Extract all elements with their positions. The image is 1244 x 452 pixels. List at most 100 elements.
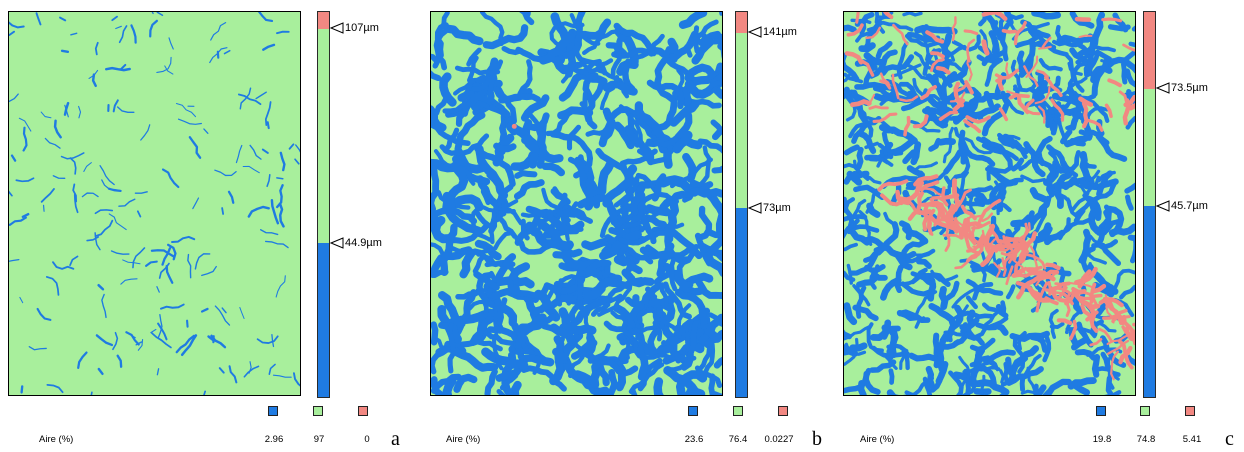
map-b (430, 11, 723, 396)
crack-segment (443, 24, 484, 46)
crack-segment (1038, 45, 1052, 50)
crack-segment (53, 119, 62, 139)
crack-segment (120, 278, 138, 285)
crack-segment (1016, 330, 1027, 351)
crack-segment (94, 219, 114, 238)
crack-segment (480, 183, 491, 206)
crack-segment (9, 21, 25, 29)
crack-segment (492, 212, 518, 239)
crack-segment (1050, 98, 1065, 122)
scale-top-label: 141µm (763, 26, 797, 39)
crack-segment (431, 70, 442, 82)
crack-segment (883, 211, 894, 225)
crack-segment (703, 251, 722, 277)
crack-segment (238, 93, 262, 106)
crack-segment (116, 354, 123, 368)
crack-segment (1124, 182, 1135, 194)
crack-segment (1088, 200, 1108, 236)
crack-segment (1091, 57, 1110, 97)
crack-segment (493, 86, 541, 103)
crack-segment (484, 368, 498, 395)
crack-segment (180, 334, 198, 357)
crack-segment (844, 344, 854, 355)
crack-segment (985, 166, 1013, 174)
crack-segment (122, 259, 141, 265)
legend-blue-box (688, 406, 698, 416)
crack-segment (984, 303, 1001, 327)
crack-segment (844, 144, 860, 156)
crack-segment (1063, 281, 1095, 289)
crack-segment (255, 91, 267, 100)
crack-segment (1095, 209, 1112, 248)
crack-segment (964, 80, 974, 95)
crack-segment (910, 120, 941, 133)
crack-segment (613, 22, 655, 57)
crack-segment (900, 281, 932, 297)
crack-segment (710, 119, 722, 135)
crack-segment (629, 192, 644, 216)
crack-segment (453, 373, 478, 393)
crack-segment (942, 233, 963, 240)
crack-segment (922, 108, 946, 129)
crack-segment (971, 220, 991, 230)
crack-segment (466, 47, 482, 67)
crack-segment (432, 22, 449, 69)
crack-segment (651, 173, 667, 202)
crack-segment (1113, 268, 1135, 289)
crack-segment (653, 377, 664, 395)
crack-segment (1008, 93, 1030, 100)
crack-segment (854, 81, 895, 92)
crack-segment (848, 122, 871, 139)
crack-segment (541, 187, 571, 223)
crack-segment (602, 80, 638, 96)
crack-segment (864, 264, 886, 273)
legend-green-box (313, 406, 323, 416)
crack-segment (256, 335, 279, 344)
crack-segment (681, 320, 699, 371)
crack-segment (157, 322, 168, 341)
crack-segment (112, 99, 119, 113)
crack-segment (575, 12, 586, 43)
marker-bottom-c: 45.7µm (1156, 199, 1208, 213)
crack-segment (994, 72, 1015, 80)
value-green: 74.8 (1136, 434, 1156, 445)
crack-segment (621, 318, 642, 359)
crack-segment (1105, 205, 1125, 238)
crack-segment (870, 271, 888, 281)
crack-segment (108, 213, 127, 231)
crack-segment (473, 145, 516, 188)
crack-segment (844, 52, 860, 83)
crack-segment (573, 370, 610, 395)
crack-segment (630, 388, 638, 395)
crack-segment (459, 248, 476, 279)
crack-segment (433, 27, 449, 71)
crack-segment (120, 63, 127, 71)
crack-segment (1074, 182, 1087, 200)
crack-segment (531, 294, 577, 315)
crack-segment (510, 380, 522, 395)
crack-segment (168, 37, 174, 50)
crack-segment (921, 26, 958, 35)
crack-segment (188, 136, 202, 159)
crack-segment (919, 180, 940, 192)
crack-segment (1000, 356, 1029, 387)
crack-segment (998, 107, 1009, 122)
crack-segment (1099, 335, 1127, 368)
colorbar-red-segment (736, 12, 747, 34)
crack-segment (1042, 335, 1052, 363)
crack-segment (1069, 319, 1078, 341)
crack-segment (1062, 292, 1074, 306)
crack-segment (562, 35, 582, 59)
crack-segment (227, 190, 235, 204)
crack-segment (856, 130, 877, 155)
crack-segment (1101, 17, 1123, 23)
crack-segment (1064, 70, 1076, 109)
crack-segment (1015, 280, 1041, 297)
crack-segment (621, 268, 655, 288)
crack-segment (15, 177, 35, 183)
panel-a: 107µm 44.9µm Aire (%) 2.96 97 0 a (0, 0, 414, 452)
crack-segment (917, 210, 934, 236)
crack-segment (965, 278, 1004, 296)
crack-segment (968, 92, 997, 106)
crack-segment (916, 258, 932, 269)
